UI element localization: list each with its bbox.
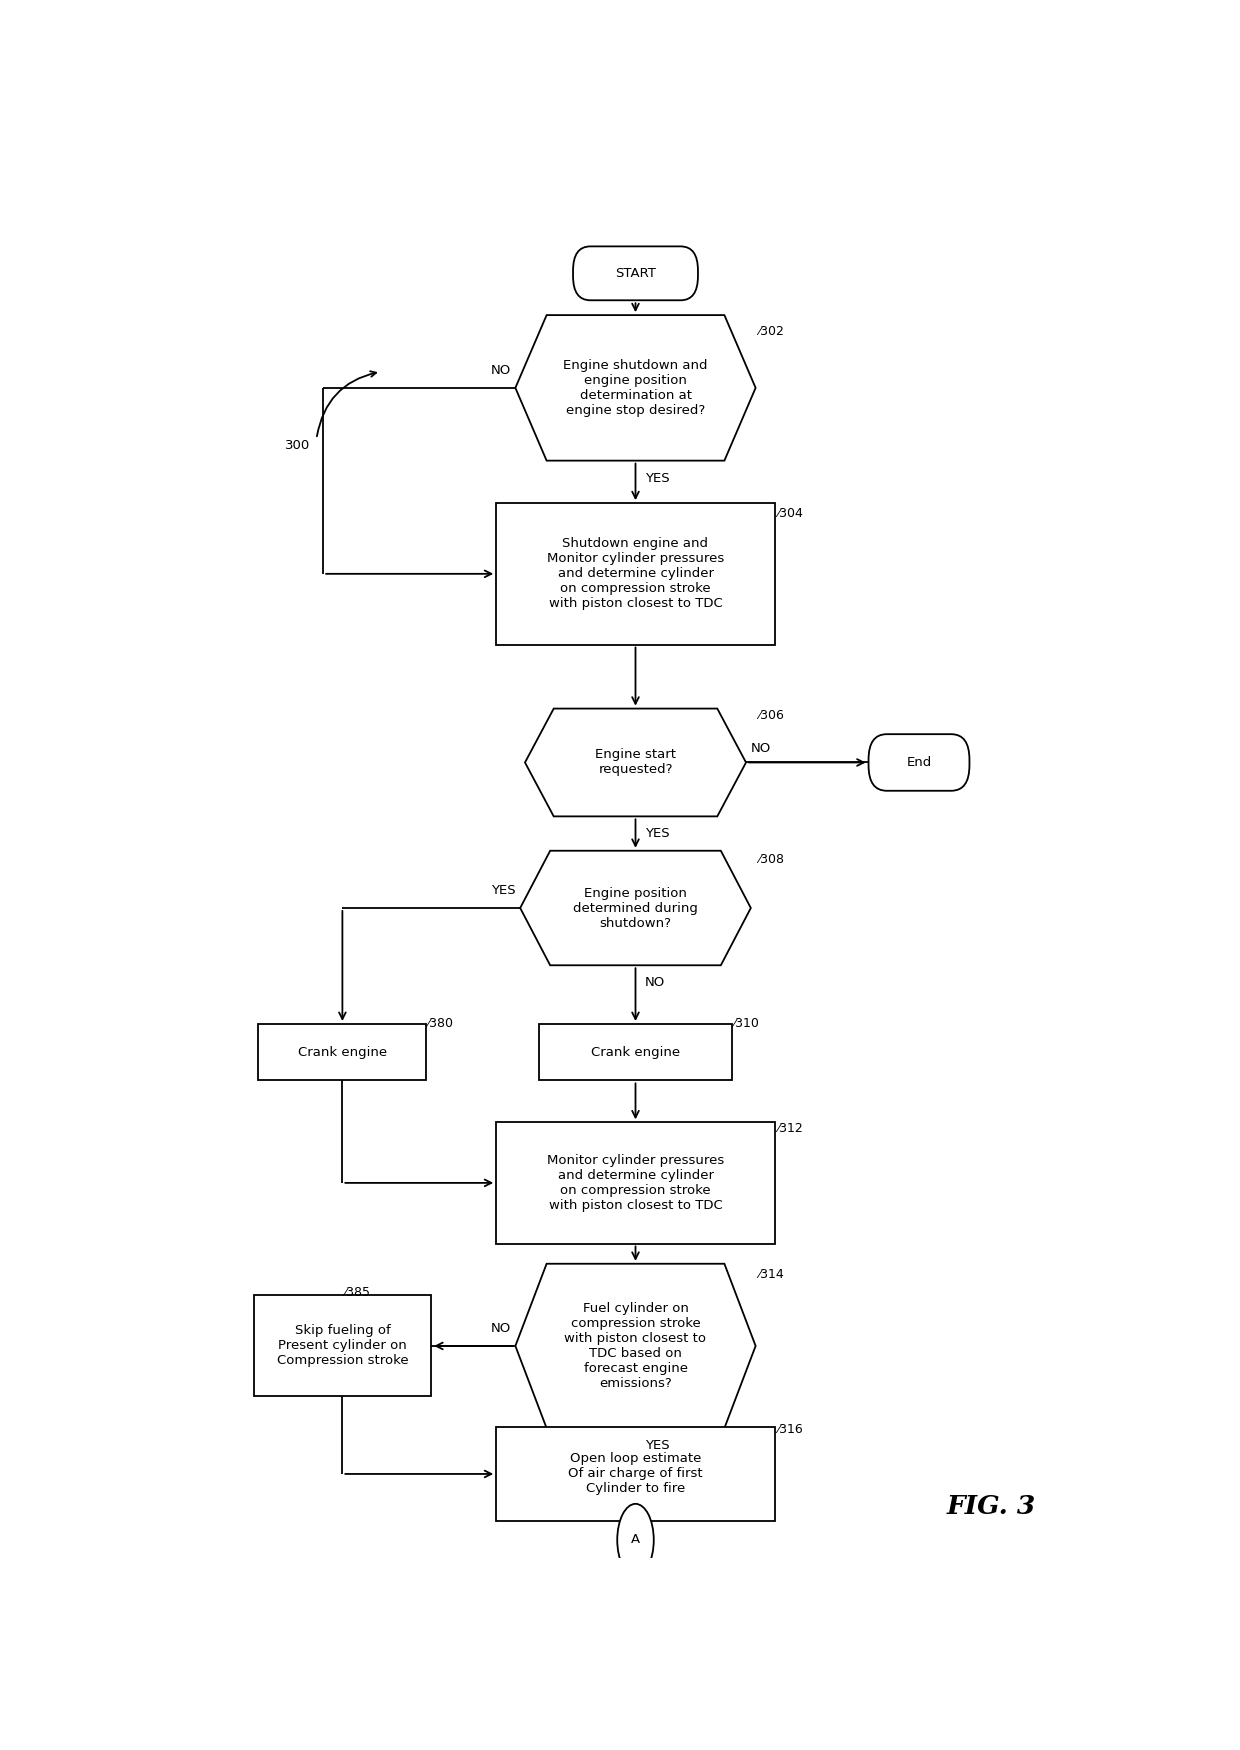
Polygon shape	[521, 850, 751, 966]
FancyBboxPatch shape	[573, 247, 698, 301]
Text: Engine position
determined during
shutdown?: Engine position determined during shutdo…	[573, 887, 698, 929]
Text: Engine shutdown and
engine position
determination at
engine stop desired?: Engine shutdown and engine position dete…	[563, 359, 708, 416]
Text: ⁄306: ⁄306	[759, 709, 785, 721]
Text: Shutdown engine and
Monitor cylinder pressures
and determine cylinder
on compres: Shutdown engine and Monitor cylinder pre…	[547, 537, 724, 611]
Polygon shape	[516, 1264, 755, 1428]
FancyBboxPatch shape	[868, 735, 970, 791]
Bar	[496, 502, 775, 644]
Text: FIG. 3: FIG. 3	[946, 1494, 1035, 1519]
Bar	[496, 1426, 775, 1521]
Text: Crank engine: Crank engine	[298, 1046, 387, 1059]
Text: YES: YES	[645, 473, 670, 485]
Text: End: End	[906, 756, 931, 768]
Text: A: A	[631, 1533, 640, 1547]
Text: NO: NO	[645, 977, 666, 989]
Text: START: START	[615, 266, 656, 280]
Text: ⁄380: ⁄380	[427, 1017, 453, 1031]
Bar	[496, 1122, 775, 1244]
Text: ⁄302: ⁄302	[759, 326, 785, 338]
Bar	[258, 1024, 427, 1080]
Bar	[253, 1295, 432, 1396]
Text: ⁄314: ⁄314	[759, 1269, 784, 1281]
Text: NO: NO	[751, 742, 771, 756]
Text: Crank engine: Crank engine	[591, 1046, 680, 1059]
Text: YES: YES	[491, 884, 516, 898]
Text: NO: NO	[490, 364, 511, 376]
Text: ⁄316: ⁄316	[777, 1423, 804, 1437]
Bar	[539, 1024, 732, 1080]
Text: ⁄310: ⁄310	[734, 1017, 759, 1031]
Text: Monitor cylinder pressures
and determine cylinder
on compression stroke
with pis: Monitor cylinder pressures and determine…	[547, 1153, 724, 1213]
Polygon shape	[525, 709, 746, 816]
Text: YES: YES	[645, 1438, 670, 1452]
Polygon shape	[516, 315, 755, 460]
Text: ⁄312: ⁄312	[777, 1122, 804, 1136]
Text: YES: YES	[645, 828, 670, 840]
Text: Engine start
requested?: Engine start requested?	[595, 749, 676, 777]
Text: Skip fueling of
Present cylinder on
Compression stroke: Skip fueling of Present cylinder on Comp…	[277, 1325, 408, 1367]
Text: Open loop estimate
Of air charge of first
Cylinder to fire: Open loop estimate Of air charge of firs…	[568, 1452, 703, 1496]
Text: 300: 300	[285, 439, 310, 452]
Text: ⁄304: ⁄304	[777, 507, 804, 520]
Text: ⁄385: ⁄385	[345, 1286, 371, 1298]
Text: ⁄308: ⁄308	[759, 852, 785, 866]
Ellipse shape	[618, 1503, 653, 1577]
Text: Fuel cylinder on
compression stroke
with piston closest to
TDC based on
forecast: Fuel cylinder on compression stroke with…	[564, 1302, 707, 1390]
Text: NO: NO	[490, 1321, 511, 1335]
